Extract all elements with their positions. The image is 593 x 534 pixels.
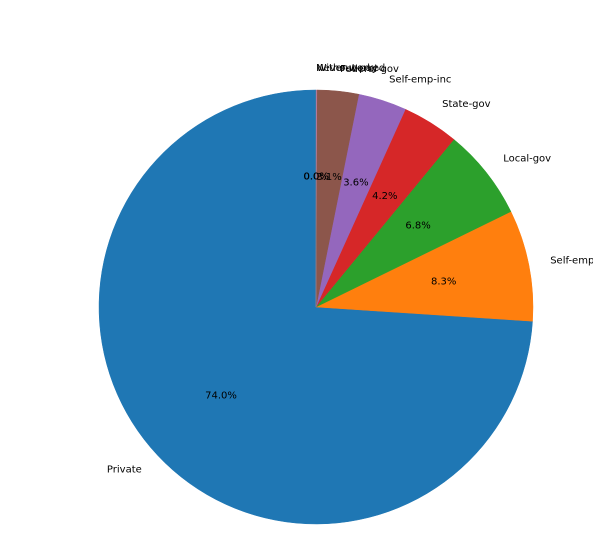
pie-slices bbox=[98, 89, 534, 525]
pie-percent-label-federal-gov: 3.1% bbox=[316, 172, 341, 183]
pie-percent-label-self-emp-inc: 3.6% bbox=[343, 178, 368, 189]
pie-category-label-never-worked: Never-worked bbox=[316, 63, 385, 74]
pie-percent-label-self-emp-not-inc: 8.3% bbox=[431, 276, 456, 287]
pie-category-label-self-emp-inc: Self-emp-inc bbox=[389, 74, 451, 85]
pie-percent-label-private: 74.0% bbox=[205, 391, 237, 402]
pie-category-label-private: Private bbox=[107, 465, 142, 476]
pie-percent-label-local-gov: 6.8% bbox=[405, 221, 430, 232]
pie-category-label-state-gov: State-gov bbox=[442, 99, 491, 110]
pie-category-label-federal-gov: Federal-gov bbox=[340, 64, 399, 75]
pie-percent-label-never-worked: 0.0% bbox=[303, 171, 328, 182]
pie-percent-labels: 74.0%8.3%6.8%4.2%3.6%3.1%0.0%0.0% bbox=[205, 171, 456, 401]
pie-percent-label-state-gov: 4.2% bbox=[372, 191, 397, 202]
pie-percent-label-without-pay: 0.0% bbox=[304, 171, 329, 182]
pie-category-label-self-emp-not-inc: Self-emp-not-inc bbox=[550, 255, 593, 266]
pie-category-labels: Private Self-emp-not-inc Local-gov State-go… bbox=[107, 63, 593, 476]
pie-category-label-local-gov: Local-gov bbox=[503, 153, 551, 164]
pie-slice-self-emp-not-inc bbox=[315, 211, 534, 322]
pie-category-label-without-pay: Without-pay bbox=[317, 63, 378, 74]
